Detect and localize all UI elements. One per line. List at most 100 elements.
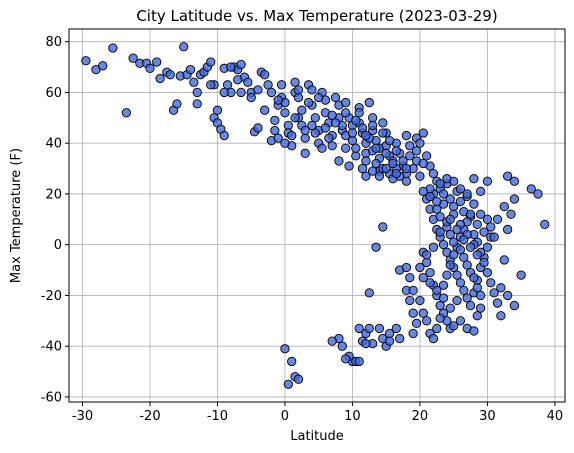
data-point (246, 92, 256, 103)
data-point (287, 356, 297, 367)
data-point (273, 95, 283, 105)
data-point (226, 62, 236, 72)
data-point (354, 356, 364, 367)
data-point (492, 214, 503, 224)
data-point (260, 105, 270, 115)
data-point (310, 128, 320, 138)
data-point (408, 308, 418, 318)
data-point (435, 300, 445, 311)
data-point (509, 194, 520, 204)
data-point (435, 179, 445, 189)
data-point (361, 338, 371, 349)
data-point (222, 80, 233, 90)
data-point (364, 323, 374, 334)
data-point (341, 143, 351, 153)
data-point (374, 171, 385, 181)
data-point (344, 161, 354, 171)
data-point (442, 174, 452, 184)
data-point (293, 92, 304, 103)
data-point (425, 278, 435, 288)
data-point (152, 57, 162, 67)
data-point (253, 85, 263, 95)
data-point (502, 171, 513, 181)
data-point (341, 354, 351, 364)
data-point (81, 56, 91, 66)
data-points (81, 42, 550, 389)
data-point (334, 156, 344, 166)
data-point (378, 118, 388, 128)
y-tick-label: 60 (45, 86, 62, 101)
data-point (263, 80, 273, 90)
data-point (378, 222, 388, 232)
data-point (314, 92, 324, 103)
x-tick-label: 40 (547, 409, 564, 424)
data-point (462, 293, 472, 303)
data-point (357, 163, 368, 174)
data-point (381, 148, 391, 158)
data-point (351, 151, 361, 161)
data-point (307, 120, 317, 131)
data-point (391, 146, 401, 156)
y-tick-label: -40 (41, 340, 62, 355)
data-point (341, 97, 351, 108)
data-point (435, 313, 445, 323)
data-point (351, 143, 361, 153)
data-point (236, 59, 246, 70)
data-point (432, 285, 442, 296)
data-point (469, 326, 479, 336)
data-point (408, 328, 418, 339)
data-point (260, 70, 270, 80)
data-point (462, 189, 472, 199)
data-point (509, 176, 520, 186)
data-point (212, 105, 223, 115)
data-point (472, 311, 482, 321)
data-point (428, 168, 439, 179)
data-point (280, 108, 290, 118)
data-point (368, 120, 378, 131)
data-point (273, 133, 283, 143)
data-point (303, 97, 314, 108)
data-point (206, 57, 216, 67)
y-tick-label: -20 (41, 289, 62, 304)
data-point (475, 186, 486, 197)
data-point (283, 120, 293, 131)
data-point (475, 209, 486, 219)
data-point (496, 311, 506, 321)
data-point (361, 171, 371, 181)
data-point (445, 303, 455, 313)
data-point (330, 92, 341, 103)
data-point (371, 143, 381, 153)
data-point (391, 323, 401, 334)
data-point (418, 128, 428, 138)
data-point (499, 255, 509, 265)
y-tick-label: 20 (45, 187, 62, 202)
data-point (347, 128, 358, 138)
data-point (233, 75, 243, 85)
data-point (155, 73, 165, 84)
data-point (428, 333, 439, 344)
data-point (486, 278, 496, 288)
data-point (398, 156, 408, 166)
axis-ticks: -30 -20 -10 0 10 20 30 40 -60 -40 -20 0 20 40 60 80 (41, 35, 563, 424)
data-point (172, 99, 182, 109)
data-point (368, 166, 378, 176)
data-point (452, 224, 462, 235)
data-point (472, 283, 482, 293)
data-point (327, 110, 337, 120)
data-point (145, 63, 155, 73)
data-point (283, 379, 293, 389)
data-point (489, 288, 499, 298)
data-point (411, 146, 422, 156)
data-point (418, 186, 428, 197)
data-point (438, 293, 449, 303)
data-point (472, 219, 482, 230)
data-point (449, 250, 459, 260)
data-point (405, 273, 415, 283)
data-point (438, 280, 449, 290)
data-point (108, 43, 118, 53)
data-point (381, 163, 391, 174)
y-axis-label: Max Temperature (F) (9, 148, 24, 283)
data-point (445, 214, 455, 224)
data-point (435, 212, 445, 222)
data-point (253, 123, 263, 133)
